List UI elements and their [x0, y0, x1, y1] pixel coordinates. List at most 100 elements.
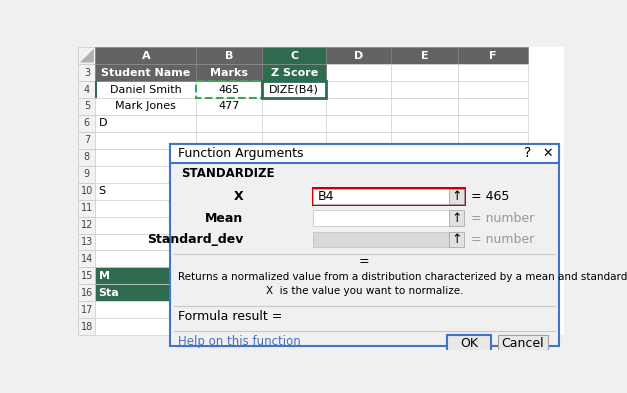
Bar	[391, 250, 458, 267]
Bar	[262, 267, 327, 284]
Bar	[95, 115, 196, 132]
Text: 465: 465	[219, 84, 240, 94]
Text: S: S	[98, 186, 106, 196]
Bar	[196, 233, 262, 250]
Text: F: F	[489, 51, 497, 61]
Bar	[327, 81, 391, 98]
Bar	[78, 250, 95, 267]
Text: STANDARDIZE: STANDARDIZE	[181, 167, 275, 180]
Text: Daniel Smith: Daniel Smith	[110, 84, 182, 94]
Bar	[95, 233, 196, 250]
Text: X: X	[234, 190, 243, 203]
Text: = 465: = 465	[470, 190, 509, 203]
Bar	[196, 318, 262, 335]
Bar	[458, 183, 528, 200]
Bar	[498, 335, 548, 352]
Bar	[95, 64, 196, 81]
Bar	[196, 217, 262, 233]
Bar	[458, 149, 528, 166]
Bar	[327, 149, 391, 166]
Bar	[262, 47, 327, 64]
Bar	[95, 47, 196, 64]
Bar	[458, 233, 528, 250]
Bar	[262, 233, 327, 250]
Text: ↑: ↑	[451, 233, 462, 246]
Bar	[327, 166, 391, 183]
Bar	[458, 217, 528, 233]
Bar	[262, 250, 327, 267]
Text: 15: 15	[81, 271, 93, 281]
Text: Sta: Sta	[98, 288, 119, 298]
Bar	[391, 301, 458, 318]
Bar	[170, 144, 559, 346]
Text: ↑: ↑	[451, 211, 462, 225]
Bar	[78, 183, 95, 200]
Bar	[95, 183, 196, 200]
Bar	[78, 132, 95, 149]
Text: D: D	[354, 51, 363, 61]
Bar	[391, 132, 458, 149]
Bar	[327, 250, 391, 267]
Bar	[327, 284, 391, 301]
Polygon shape	[80, 49, 94, 62]
Text: Formula result =: Formula result =	[177, 310, 282, 323]
Bar	[196, 250, 262, 267]
Bar	[196, 132, 262, 149]
Bar	[95, 250, 196, 267]
Text: Cancel: Cancel	[502, 337, 544, 350]
Bar	[391, 166, 458, 183]
Bar	[327, 47, 391, 64]
Text: DIZE(B4): DIZE(B4)	[269, 84, 319, 94]
Bar	[458, 115, 528, 132]
Bar	[314, 210, 449, 226]
Bar	[314, 232, 449, 247]
Bar	[95, 301, 196, 318]
Bar	[391, 149, 458, 166]
Bar	[458, 267, 528, 284]
Text: 8: 8	[84, 152, 90, 162]
Bar	[262, 301, 327, 318]
Bar	[196, 267, 262, 284]
Bar	[196, 98, 262, 115]
Bar	[95, 200, 196, 217]
Bar	[262, 64, 327, 81]
Text: 13: 13	[81, 237, 93, 247]
Bar	[391, 200, 458, 217]
Bar	[196, 166, 262, 183]
Text: = number: = number	[470, 211, 534, 225]
Bar	[449, 232, 465, 247]
Bar	[262, 81, 327, 98]
Bar	[391, 233, 458, 250]
Text: B: B	[225, 51, 233, 61]
Bar	[449, 189, 465, 204]
Bar	[449, 210, 465, 226]
Bar	[196, 47, 262, 64]
Text: 9: 9	[84, 169, 90, 179]
Bar	[458, 64, 528, 81]
Text: Function Arguments: Function Arguments	[177, 147, 303, 160]
Bar	[78, 301, 95, 318]
Bar	[95, 81, 97, 98]
Bar	[458, 132, 528, 149]
Bar	[78, 166, 95, 183]
Bar	[262, 200, 327, 217]
Bar	[458, 200, 528, 217]
Bar	[78, 115, 95, 132]
Text: 18: 18	[81, 321, 93, 332]
Bar	[446, 335, 492, 352]
Bar	[196, 64, 262, 81]
Text: X  is the value you want to normalize.: X is the value you want to normalize.	[266, 286, 463, 296]
Bar	[196, 81, 262, 98]
Bar	[312, 187, 466, 206]
Bar	[196, 64, 262, 81]
Text: Help on this function: Help on this function	[177, 335, 300, 348]
Text: Z Score: Z Score	[271, 68, 318, 77]
Text: B4: B4	[318, 190, 334, 203]
Bar	[327, 217, 391, 233]
Bar	[327, 267, 391, 284]
Bar	[458, 301, 528, 318]
Text: =: =	[359, 255, 370, 268]
Bar	[196, 149, 262, 166]
Bar	[262, 115, 327, 132]
Text: ↑: ↑	[451, 190, 462, 203]
